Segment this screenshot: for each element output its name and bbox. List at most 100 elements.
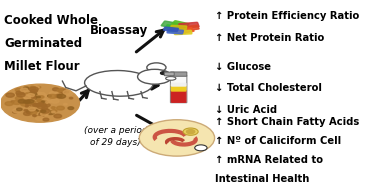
Circle shape bbox=[63, 90, 71, 94]
Circle shape bbox=[48, 95, 51, 97]
Circle shape bbox=[54, 114, 62, 118]
Circle shape bbox=[43, 110, 50, 113]
Circle shape bbox=[68, 107, 74, 110]
Circle shape bbox=[51, 99, 59, 103]
Circle shape bbox=[42, 101, 45, 103]
Circle shape bbox=[57, 94, 65, 98]
Circle shape bbox=[53, 88, 59, 91]
Text: (over a period
of 29 days): (over a period of 29 days) bbox=[84, 126, 147, 147]
Circle shape bbox=[139, 120, 215, 156]
Circle shape bbox=[41, 110, 46, 113]
Circle shape bbox=[64, 103, 67, 105]
Circle shape bbox=[36, 86, 39, 88]
Circle shape bbox=[34, 100, 41, 104]
Circle shape bbox=[161, 72, 166, 74]
Circle shape bbox=[39, 93, 45, 96]
FancyBboxPatch shape bbox=[177, 28, 194, 34]
Circle shape bbox=[51, 107, 55, 109]
Circle shape bbox=[21, 102, 29, 106]
Text: ↓ Uric Acid: ↓ Uric Acid bbox=[215, 105, 277, 115]
Circle shape bbox=[17, 108, 22, 111]
Circle shape bbox=[195, 145, 207, 151]
Circle shape bbox=[27, 112, 30, 114]
Circle shape bbox=[24, 93, 33, 97]
Circle shape bbox=[28, 101, 33, 104]
FancyBboxPatch shape bbox=[170, 76, 187, 103]
Circle shape bbox=[39, 96, 44, 98]
Circle shape bbox=[37, 100, 40, 101]
Circle shape bbox=[70, 97, 73, 99]
Circle shape bbox=[26, 100, 34, 103]
Circle shape bbox=[29, 108, 37, 112]
Circle shape bbox=[26, 102, 33, 105]
Circle shape bbox=[17, 93, 25, 97]
FancyBboxPatch shape bbox=[170, 72, 187, 76]
Circle shape bbox=[15, 96, 23, 100]
Text: ↑ Protein Efficiency Ratio: ↑ Protein Efficiency Ratio bbox=[215, 11, 359, 20]
Text: Cooked Whole: Cooked Whole bbox=[4, 14, 98, 27]
Circle shape bbox=[44, 95, 47, 96]
Circle shape bbox=[57, 89, 63, 92]
FancyBboxPatch shape bbox=[167, 29, 183, 34]
Circle shape bbox=[14, 95, 18, 96]
FancyBboxPatch shape bbox=[172, 85, 186, 91]
FancyBboxPatch shape bbox=[180, 25, 199, 31]
Circle shape bbox=[41, 104, 45, 107]
FancyBboxPatch shape bbox=[164, 27, 178, 31]
Text: ↑ Short Chain Fatty Acids: ↑ Short Chain Fatty Acids bbox=[215, 117, 359, 127]
Circle shape bbox=[49, 94, 57, 98]
Text: ↑ Nº of Caliciform Cell: ↑ Nº of Caliciform Cell bbox=[215, 136, 341, 146]
Circle shape bbox=[36, 116, 44, 120]
Circle shape bbox=[50, 92, 58, 96]
Circle shape bbox=[11, 101, 14, 102]
Text: ↓ Total Cholesterol: ↓ Total Cholesterol bbox=[215, 83, 321, 93]
Circle shape bbox=[41, 99, 48, 102]
Circle shape bbox=[31, 96, 37, 99]
FancyBboxPatch shape bbox=[161, 21, 184, 29]
Circle shape bbox=[31, 101, 34, 103]
Circle shape bbox=[39, 114, 44, 117]
FancyBboxPatch shape bbox=[172, 90, 186, 102]
Circle shape bbox=[29, 109, 35, 112]
Circle shape bbox=[18, 100, 26, 103]
Circle shape bbox=[58, 90, 62, 92]
Ellipse shape bbox=[85, 70, 153, 96]
Circle shape bbox=[23, 100, 30, 103]
Circle shape bbox=[34, 100, 41, 103]
Circle shape bbox=[29, 98, 36, 102]
Text: ↓ Glucose: ↓ Glucose bbox=[215, 62, 271, 72]
Circle shape bbox=[33, 107, 40, 110]
Circle shape bbox=[36, 101, 42, 104]
Circle shape bbox=[52, 111, 55, 113]
Circle shape bbox=[36, 104, 39, 105]
Circle shape bbox=[40, 100, 44, 102]
Circle shape bbox=[41, 109, 50, 113]
Circle shape bbox=[39, 104, 43, 107]
Circle shape bbox=[41, 103, 47, 106]
Circle shape bbox=[40, 103, 46, 107]
Circle shape bbox=[26, 110, 33, 113]
Text: Millet Flour: Millet Flour bbox=[4, 60, 80, 73]
Circle shape bbox=[29, 87, 38, 91]
Circle shape bbox=[47, 100, 52, 103]
Circle shape bbox=[6, 93, 14, 97]
FancyBboxPatch shape bbox=[164, 72, 174, 76]
Circle shape bbox=[44, 101, 47, 103]
Circle shape bbox=[41, 95, 45, 97]
Circle shape bbox=[19, 100, 22, 102]
Circle shape bbox=[23, 87, 29, 90]
Circle shape bbox=[12, 111, 17, 113]
FancyBboxPatch shape bbox=[172, 83, 186, 86]
Circle shape bbox=[37, 100, 42, 102]
Circle shape bbox=[39, 103, 43, 104]
Circle shape bbox=[35, 104, 41, 107]
Circle shape bbox=[37, 96, 40, 98]
Circle shape bbox=[34, 115, 38, 117]
Circle shape bbox=[40, 101, 48, 105]
Circle shape bbox=[37, 86, 41, 88]
Circle shape bbox=[39, 109, 46, 112]
Circle shape bbox=[37, 101, 42, 104]
Circle shape bbox=[65, 92, 73, 96]
Circle shape bbox=[52, 110, 57, 112]
Circle shape bbox=[28, 108, 36, 111]
